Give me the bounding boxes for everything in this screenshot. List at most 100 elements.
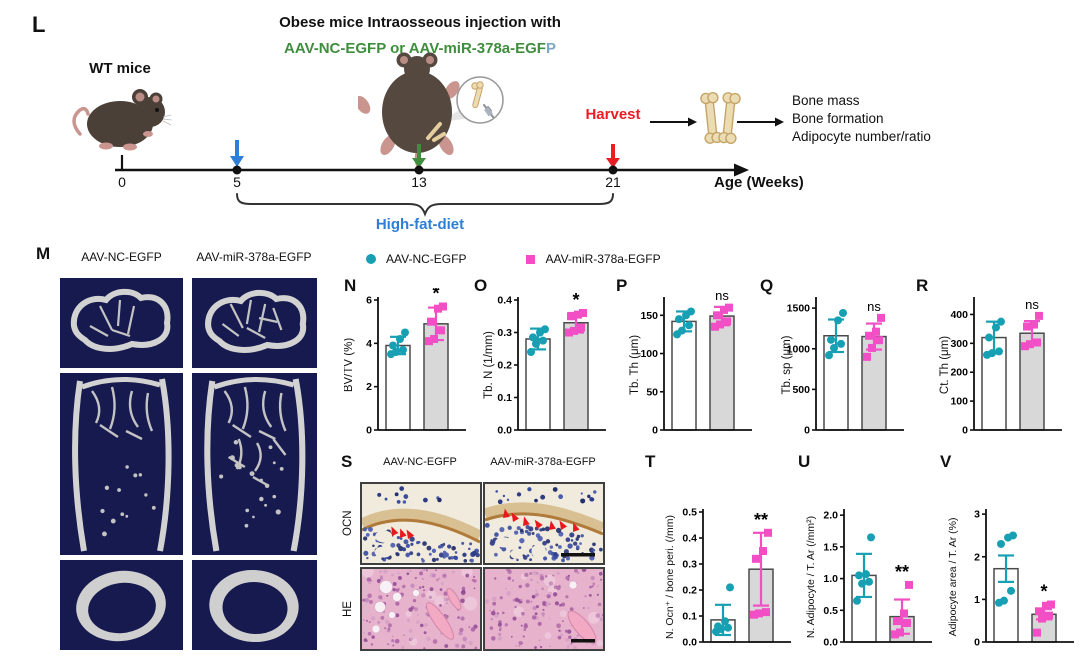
chart-panel-R: R 0 100 200 300 400 Ct. Th (μm) ns bbox=[916, 276, 1066, 446]
svg-text:2: 2 bbox=[974, 551, 980, 563]
svg-text:50: 50 bbox=[646, 386, 658, 398]
svg-text:BV/TV (%): BV/TV (%) bbox=[344, 338, 355, 392]
microct-transverse-mir bbox=[192, 278, 317, 368]
svg-text:4: 4 bbox=[366, 338, 372, 350]
high-fat-diet-label: High-fat-diet bbox=[375, 216, 465, 233]
panel-letter-Q: Q bbox=[760, 276, 774, 295]
svg-text:0.5: 0.5 bbox=[682, 507, 697, 519]
svg-text:0.4: 0.4 bbox=[682, 533, 697, 545]
svg-text:0.0: 0.0 bbox=[823, 637, 838, 649]
svg-text:0: 0 bbox=[652, 425, 658, 437]
chart-panel-Q: Q 0 500 1000 1500 Tb. sp (μm) ns bbox=[760, 276, 908, 446]
svg-text:0.1: 0.1 bbox=[682, 611, 697, 623]
svg-text:150: 150 bbox=[640, 310, 658, 322]
svg-text:0.5: 0.5 bbox=[823, 605, 838, 617]
ocn-staining-nc bbox=[360, 482, 482, 565]
wt-mouse-illustration bbox=[72, 89, 172, 151]
svg-text:0.2: 0.2 bbox=[497, 360, 512, 372]
panel-letter-S: S bbox=[341, 452, 353, 471]
svg-text:500: 500 bbox=[792, 384, 810, 396]
svg-text:100: 100 bbox=[950, 396, 968, 408]
panel-letter-P: P bbox=[616, 276, 628, 295]
svg-text:1: 1 bbox=[974, 594, 980, 606]
outcome-bone-mass: Bone mass bbox=[792, 93, 860, 108]
timeline-tick-21: 21 bbox=[605, 174, 621, 190]
legend: AAV-NC-EGFP AAV-miR-378a-EGFP bbox=[366, 252, 661, 266]
svg-text:ns: ns bbox=[867, 299, 881, 314]
timeline-tick-0: 0 bbox=[118, 174, 126, 190]
svg-text:**: ** bbox=[895, 562, 909, 582]
m-col-header-mir: AAV-miR-378a-EGFP bbox=[196, 250, 312, 264]
svg-text:2.0: 2.0 bbox=[823, 510, 838, 522]
s-row-label-ocn: OCN bbox=[342, 510, 354, 536]
panel-letter-R: R bbox=[916, 276, 929, 295]
outcome-list: Bone mass Bone formation Adipocyte numbe… bbox=[792, 92, 931, 146]
s-row-label-he: HE bbox=[342, 601, 354, 617]
svg-text:0: 0 bbox=[962, 425, 968, 437]
panel-letter-N: N bbox=[344, 276, 357, 295]
panel-letter-U: U bbox=[798, 452, 811, 471]
outcome-bone-formation: Bone formation bbox=[792, 111, 884, 126]
svg-text:N. Ocn⁺ / bone peri. (/mm): N. Ocn⁺ / bone peri. (/mm) bbox=[664, 515, 676, 639]
age-axis-label: Age (Weeks) bbox=[714, 174, 804, 191]
svg-text:100: 100 bbox=[640, 348, 658, 360]
legend-nc-label: AAV-NC-EGFP bbox=[386, 252, 467, 266]
svg-text:6: 6 bbox=[366, 295, 372, 307]
svg-text:0: 0 bbox=[804, 425, 810, 437]
chart-panel-P: P 0 50 100 150 Tb. Th (μm) ns bbox=[616, 276, 756, 446]
svg-text:1500: 1500 bbox=[787, 303, 811, 315]
injection-arrow-week5 bbox=[230, 140, 244, 167]
timeline bbox=[115, 140, 749, 217]
injection-arrow-week13 bbox=[412, 144, 426, 168]
svg-text:2: 2 bbox=[366, 381, 372, 393]
svg-text:0.2: 0.2 bbox=[682, 585, 697, 597]
microct-longitudinal-mir bbox=[192, 373, 317, 555]
svg-text:Ct. Th (μm): Ct. Th (μm) bbox=[939, 336, 951, 394]
svg-text:*: * bbox=[432, 288, 439, 304]
chart-panel-T: T 0.0 0.1 0.2 0.3 0.4 0.5 N. Ocn⁺ / bone peri. … bbox=[645, 452, 795, 664]
chart-panel-V: V 0 1 2 3 Adipocyte area / T. Ar (%) * bbox=[940, 452, 1078, 664]
chart-panel-N: N 0 2 4 6 BV/TV (%) * bbox=[344, 276, 466, 446]
arrow-right-icon bbox=[650, 117, 697, 127]
panel-letter-M: M bbox=[36, 244, 51, 263]
panel-letter-O: O bbox=[474, 276, 488, 295]
svg-text:**: ** bbox=[754, 510, 768, 530]
svg-text:0.3: 0.3 bbox=[497, 327, 512, 339]
chart-panel-U: U 0.0 0.5 1.0 1.5 2.0 N. Adipocyte / T. Ar (/m… bbox=[798, 452, 936, 664]
ocn-staining-mir bbox=[483, 482, 605, 565]
he-staining-nc bbox=[360, 567, 482, 651]
obese-mouse-illustration bbox=[358, 52, 504, 172]
svg-text:0: 0 bbox=[366, 425, 372, 437]
svg-text:0.1: 0.1 bbox=[497, 392, 512, 404]
wt-mice-label: WT mice bbox=[89, 60, 151, 77]
m-col-header-nc: AAV-NC-EGFP bbox=[81, 250, 162, 264]
bones-icon bbox=[700, 91, 741, 145]
s-col-header-mir: AAV-miR-378a-EGFP bbox=[490, 456, 596, 468]
svg-text:3: 3 bbox=[974, 509, 980, 521]
arrow-right-icon bbox=[737, 117, 784, 127]
svg-text:400: 400 bbox=[950, 309, 968, 321]
microct-cortical-nc bbox=[60, 560, 183, 650]
svg-text:Tb. Th (μm): Tb. Th (μm) bbox=[629, 335, 641, 395]
legend-mir-marker-icon bbox=[526, 254, 536, 264]
svg-text:*: * bbox=[572, 290, 579, 310]
timeline-tick-5: 5 bbox=[233, 174, 241, 190]
svg-text:*: * bbox=[1040, 581, 1047, 601]
svg-text:N. Adipocyte / T. Ar (/mm²): N. Adipocyte / T. Ar (/mm²) bbox=[805, 516, 817, 638]
svg-text:ns: ns bbox=[715, 288, 729, 303]
experiment-title-line1: Obese mice Intraosseous injection with bbox=[279, 14, 561, 31]
outcome-adipocyte: Adipocyte number/ratio bbox=[792, 129, 931, 144]
svg-text:Tb. sp (μm): Tb. sp (μm) bbox=[781, 335, 793, 394]
panel-letter-T: T bbox=[645, 452, 656, 471]
microct-longitudinal-nc bbox=[60, 373, 183, 555]
microct-transverse-nc bbox=[60, 278, 183, 368]
svg-text:0.4: 0.4 bbox=[497, 295, 512, 307]
svg-text:Adipocyte area / T. Ar (%): Adipocyte area / T. Ar (%) bbox=[947, 518, 959, 637]
s-col-header-nc: AAV-NC-EGFP bbox=[383, 456, 457, 468]
microct-cortical-mir bbox=[192, 560, 317, 650]
hfd-brace bbox=[236, 193, 614, 217]
svg-text:0: 0 bbox=[974, 637, 980, 649]
timeline-tick-13: 13 bbox=[411, 174, 427, 190]
he-staining-mir bbox=[483, 567, 605, 651]
